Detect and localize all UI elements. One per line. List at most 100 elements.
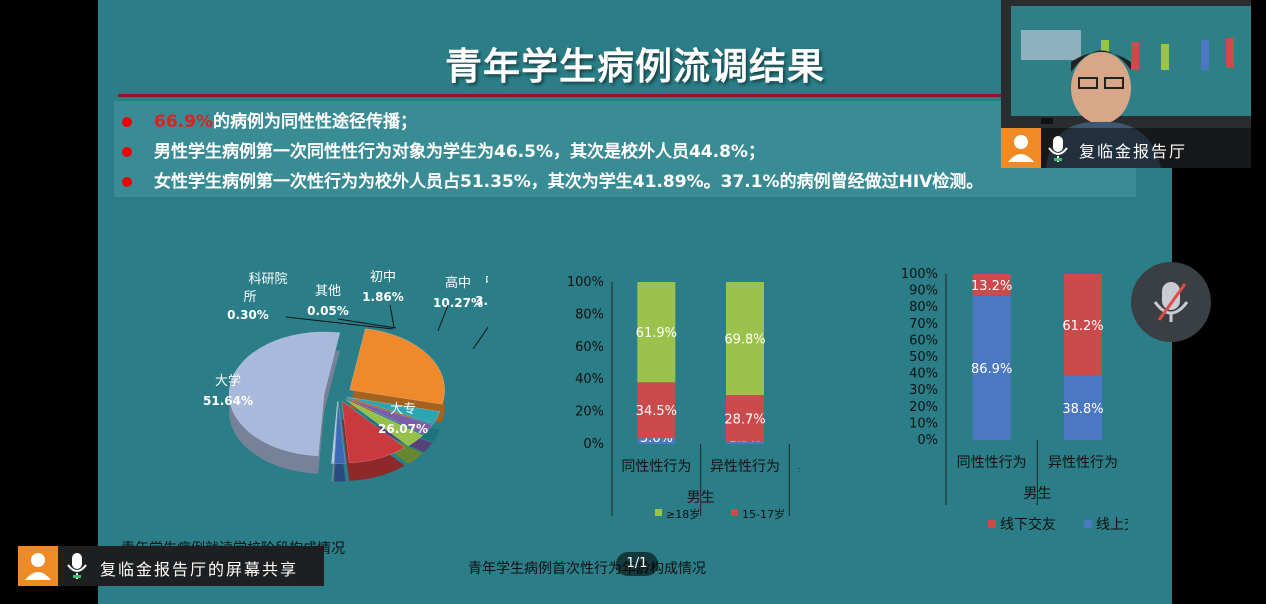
bar-segment [1064, 274, 1102, 376]
y-tick-label: 10% [909, 416, 938, 431]
pie-label: 科研院 [248, 272, 287, 287]
bullet-dot [122, 147, 132, 157]
screen-share-bar: 复临金报告厅的屏幕共享 [18, 546, 324, 586]
bar-segment [726, 441, 764, 444]
y-tick-label: 0% [917, 433, 938, 448]
group-label: 男生 [687, 490, 715, 506]
bar-value-label: 61.9% [636, 326, 677, 341]
bar-segment [726, 395, 764, 442]
bar-value-label: 38.8% [1062, 402, 1103, 417]
pie-slice [349, 328, 445, 405]
speaker-name-bar [1001, 128, 1251, 168]
pie-label: 初中 [370, 270, 396, 285]
group-label: 男生 [1023, 486, 1051, 502]
bullet-text: 的病例为同性性途径传播； [212, 112, 417, 132]
legend-swatch [731, 509, 738, 516]
legend-label: 15-17岁 [742, 507, 785, 521]
bar-segment [972, 295, 1011, 440]
legend-label: 线上交友 [1096, 516, 1128, 533]
slide-title: 青年学生病例流调结果 [445, 45, 825, 88]
pie-slice [334, 401, 346, 464]
x-category-label: 异性性行为 [799, 459, 800, 475]
pie-label: 高中 [445, 275, 471, 291]
pie-value-label: 0.05% [307, 304, 349, 318]
pie-label: 大专 [390, 402, 416, 417]
x-category-label: 同性性行为 [957, 455, 1027, 471]
y-tick-label: 50% [909, 350, 938, 365]
presentation-slide: 青年学生病例流调结果 66.9%的病例为同性性途径传播； 男性学生病例第一次同性… [98, 0, 1172, 604]
pie-label: 大学 [215, 373, 241, 389]
y-tick-label: 30% [909, 383, 938, 398]
pie-slice [345, 399, 424, 447]
bullet-text: 女性学生病例第一次性行为为校外人员占51.35%，其次为学生41.89%。37.… [154, 172, 984, 192]
pie-label: 其他 [315, 284, 341, 299]
speaker-video-frame [1001, 0, 1251, 168]
bar-segment [726, 282, 764, 396]
bar-value-label: 69.8% [724, 333, 765, 348]
x-category-label: 同性性行为 [621, 459, 691, 475]
screen-share-label: 复临金报告厅的屏幕共享 [100, 560, 299, 579]
pie-leader-line [389, 304, 395, 328]
y-tick-label: 70% [909, 317, 938, 332]
legend-swatch [655, 509, 662, 516]
pie-leader-line [437, 304, 449, 332]
pie-value-label: 3.68% [475, 294, 488, 308]
microphone-icon [64, 551, 90, 585]
legend-swatch [1084, 520, 1092, 528]
speaker-name: 复临金报告厅 [1079, 142, 1188, 161]
person-icon [1001, 128, 1041, 168]
pie-leader-line [285, 316, 394, 330]
y-tick-label: 20% [575, 405, 604, 420]
pie-value-label: 1.86% [362, 290, 404, 304]
pie-value-label: 26.07% [378, 422, 428, 436]
bar-value-label: 28.7% [724, 412, 765, 427]
pie-slice [331, 401, 338, 464]
bullet-panel: 66.9%的病例为同性性途径传播； 男性学生病例第一次同性性行为对象为学生为46… [114, 101, 1136, 197]
bar-value-label: 34.5% [636, 404, 677, 419]
pie-slice [341, 400, 406, 464]
pie-value-label: 10.27% [433, 296, 483, 310]
y-tick-label: 80% [909, 300, 938, 315]
bar-value-label: 13.2% [971, 279, 1012, 294]
pie-slice [228, 331, 341, 457]
pie-value-label: 51.64% [203, 394, 253, 408]
speaker-video[interactable]: 复临金报告厅 [1001, 0, 1251, 168]
y-tick-label: 100% [901, 267, 938, 282]
bullet-2: 男性学生病例第一次同性性行为对象为学生为46.5%，其次是校外人员44.8%； [122, 137, 765, 165]
bullet-1: 66.9%的病例为同性性途径传播； [122, 107, 417, 135]
pie-value-label: 0.30% [227, 308, 269, 322]
page-indicator[interactable]: 1/1 [616, 552, 658, 576]
bullet-dot [122, 117, 132, 127]
bullet-highlight: 66.9% [154, 112, 213, 132]
y-tick-label: 0% [583, 437, 604, 452]
microphone-muted-icon[interactable] [1131, 262, 1211, 342]
y-tick-label: 60% [909, 333, 938, 348]
x-category-label: 异性性行为 [710, 459, 780, 475]
microphone-icon [1045, 134, 1071, 168]
pie-slice [333, 401, 338, 464]
bar-segment [637, 282, 676, 383]
bar-segment [972, 274, 1011, 296]
bar-caption: 青年学生病例首次性行为年龄构成情况 [468, 561, 706, 577]
school-stage-pie-chart: 大学51.64%大专26.07%职高3.29%技校2.84%中专3.68%高中1… [203, 270, 488, 482]
bar-segment [637, 438, 676, 444]
bullet-3: 女性学生病例第一次性行为为校外人员占51.35%，其次为学生41.89%。37.… [122, 167, 983, 195]
y-tick-label: 80% [575, 307, 604, 322]
legend-label: 线下交友 [1000, 516, 1056, 533]
y-tick-label: 20% [909, 400, 938, 415]
bar-value-label: 61.2% [1062, 319, 1103, 334]
bar-value-label: 86.9% [971, 362, 1012, 377]
bullet-text: 男性学生病例第一次同性性行为对象为学生为46.5%，其次是校外人员44.8%； [154, 142, 765, 162]
pie-leader-line [337, 318, 397, 329]
person-icon [18, 546, 58, 586]
y-tick-label: 90% [909, 284, 938, 299]
bullet-dot [122, 177, 132, 187]
legend-label: ≥18岁 [666, 507, 700, 521]
y-tick-label: 40% [575, 372, 604, 387]
y-tick-label: 100% [567, 275, 604, 290]
pie-label: 中专 [485, 274, 488, 289]
bar-segment [637, 382, 676, 439]
pie-leader-line [472, 326, 488, 350]
y-tick-label: 40% [909, 367, 938, 382]
x-category-label: 异性性行为 [1048, 455, 1118, 471]
